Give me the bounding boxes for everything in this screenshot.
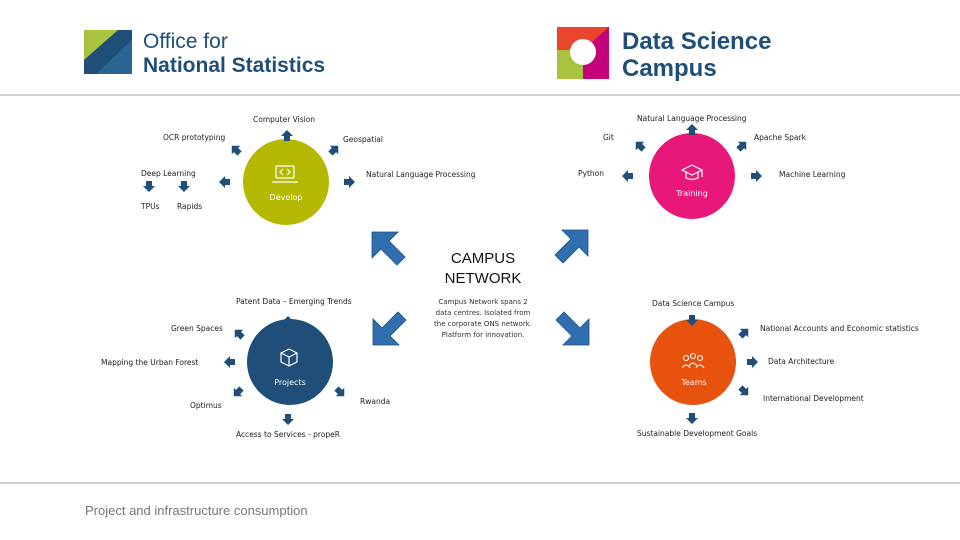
develop-item-ocr: OCR prototyping: [163, 133, 226, 142]
teams-item-sdg: Sustainable Development Goals: [637, 429, 758, 438]
header-divider: [0, 94, 960, 96]
dsc-logo-line1: Data Science: [622, 28, 772, 55]
small-arrow: [686, 413, 698, 424]
training-hub-label: Training: [676, 189, 708, 198]
center-desc-line2: data centres. Isolated from: [435, 309, 531, 317]
small-arrow: [326, 141, 343, 158]
small-arrow: [227, 141, 244, 158]
teams-item-data-arch: Data Architecture: [768, 357, 835, 366]
small-arrow: [282, 414, 294, 425]
center-desc-line1: Campus Network spans 2: [438, 298, 528, 306]
training-item-ml: Machine Learning: [779, 170, 846, 179]
small-arrow: [229, 384, 246, 401]
develop-item-rapids: Rapids: [177, 202, 203, 211]
develop-item-nlp: Natural Language Processing: [366, 170, 476, 179]
small-arrow: [747, 356, 758, 368]
training-item-python: Python: [578, 169, 604, 178]
small-arrow: [219, 176, 230, 188]
develop-item-deep-learning: Deep Learning: [141, 169, 196, 178]
projects-item-green: Green Spaces: [171, 324, 223, 333]
training-item-git: Git: [603, 133, 614, 142]
small-arrow: [622, 170, 633, 182]
teams-hub-label: Teams: [681, 378, 707, 387]
small-arrow: [736, 324, 753, 341]
projects-item-rwanda: Rwanda: [360, 397, 391, 406]
ons-logo-line1: Office for: [143, 30, 228, 53]
teams-item-campus: Data Science Campus: [652, 299, 735, 308]
projects-item-patent: Patent Data – Emerging Trends: [236, 297, 352, 306]
footer-divider: [0, 482, 960, 484]
training-hub: [649, 133, 735, 219]
teams-hub: [650, 319, 736, 405]
projects-item-optimus: Optimus: [190, 401, 222, 410]
center-desc-line3: the corporate ONS network.: [434, 320, 532, 328]
small-arrow: [751, 170, 762, 182]
teams-item-national: National Accounts and Economic statistic…: [760, 324, 919, 333]
people-icon: [681, 352, 705, 369]
center-title-line1: CAMPUS: [450, 250, 516, 267]
big-arrow-up-left: [371, 231, 406, 266]
big-arrow-down-right: [555, 311, 590, 346]
big-arrow-up-right: [554, 229, 589, 264]
small-arrow: [734, 137, 751, 154]
develop-item-computer-vision: Computer Vision: [253, 115, 316, 124]
laptop-code-icon: [272, 165, 298, 183]
teams-item-international: International Development: [763, 394, 864, 403]
training-item-nlp: Natural Language Processing: [637, 114, 747, 123]
training-item-spark: Apache Spark: [754, 133, 806, 142]
small-arrow: [344, 176, 355, 188]
ons-logo-line2: National Statistics: [143, 54, 326, 77]
center-title-line2: NETWORK: [444, 270, 522, 287]
small-arrow: [332, 384, 349, 401]
small-arrow: [230, 325, 247, 342]
projects-hub: [247, 319, 333, 405]
develop-item-tpus: TPUs: [141, 202, 160, 211]
small-arrow: [178, 181, 190, 192]
small-arrow: [631, 137, 648, 154]
box-icon: [280, 348, 298, 367]
develop-item-geospatial: Geospatial: [343, 135, 383, 144]
graduation-cap-icon: [680, 164, 704, 181]
projects-hub-label: Projects: [274, 378, 306, 387]
small-arrow: [736, 383, 753, 400]
projects-item-access: Access to Services - propeR: [236, 430, 340, 439]
small-arrow: [224, 356, 235, 368]
develop-hub-label: Develop: [269, 193, 303, 202]
footer-caption: Project and infrastructure consumption: [85, 503, 308, 518]
center-desc-line4: Platform for innovation.: [441, 331, 525, 339]
dsc-logo-mark: [557, 27, 609, 79]
big-arrow-down-left: [372, 311, 407, 346]
small-arrow: [143, 181, 155, 192]
projects-item-urban: Mapping the Urban Forest: [101, 358, 199, 367]
dsc-logo-line2: Campus: [622, 55, 717, 82]
ons-logo-mark: [84, 30, 132, 74]
